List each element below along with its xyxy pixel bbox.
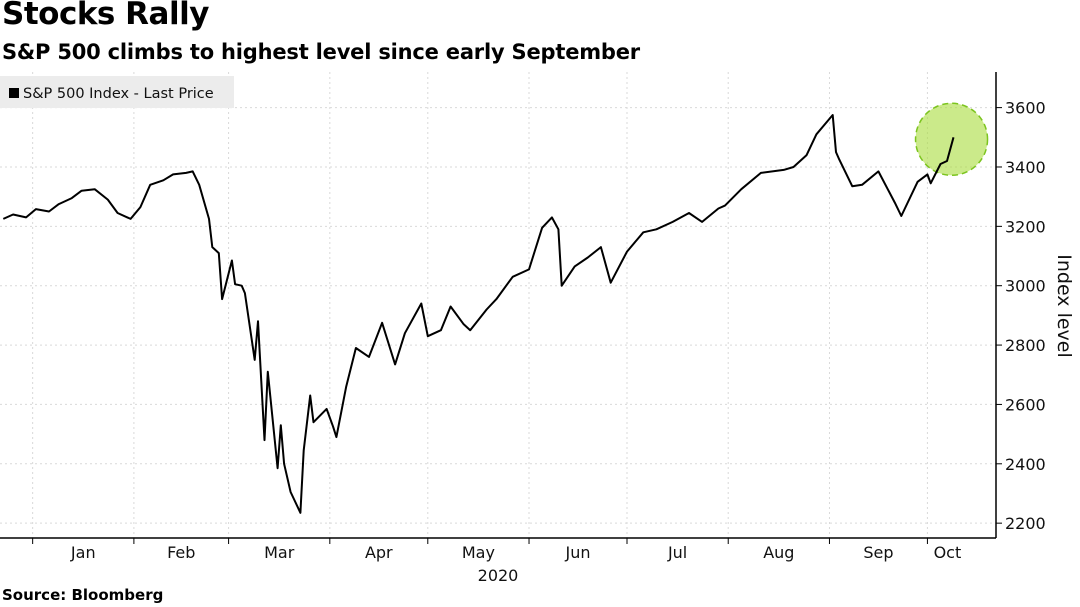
highlight-circle xyxy=(914,102,989,177)
x-tick-label: Jun xyxy=(565,543,591,562)
chart-subtitle: S&P 500 climbs to highest level since ea… xyxy=(2,40,640,64)
chart-title: Stocks Rally xyxy=(2,0,209,32)
y-tick-label: 2200 xyxy=(1005,514,1046,533)
y-axis-label: Index level xyxy=(1053,254,1075,358)
x-tick-label: Apr xyxy=(365,543,393,562)
y-tick-label: 2400 xyxy=(1005,455,1046,474)
legend: S&P 500 Index - Last Price xyxy=(0,76,234,108)
y-tick-label: 2800 xyxy=(1005,336,1046,355)
y-tick-label: 3200 xyxy=(1005,217,1046,236)
source-note: Source: Bloomberg xyxy=(2,586,164,604)
x-tick-label: Oct xyxy=(934,543,962,562)
y-tick-label: 3000 xyxy=(1005,277,1046,296)
axes: 2200 2400 2600 2800 3000 3200 3400 3600 Jan Feb Ma… xyxy=(0,72,1046,562)
x-tick-label: Jan xyxy=(70,543,96,562)
x-axis-year-label: 2020 xyxy=(478,566,519,585)
legend-swatch xyxy=(9,88,19,98)
y-tick-label: 3400 xyxy=(1005,158,1046,177)
highlight-layer xyxy=(914,102,989,177)
legend-box xyxy=(0,76,234,108)
legend-label: S&P 500 Index - Last Price xyxy=(23,86,214,102)
grid-lines xyxy=(0,72,996,538)
y-tick-label: 2600 xyxy=(1005,395,1046,414)
x-tick-label: Sep xyxy=(863,543,893,562)
x-tick-label: Aug xyxy=(763,543,794,562)
y-tick-label: 3600 xyxy=(1005,99,1046,118)
series-line xyxy=(2,114,955,514)
x-tick-label: Mar xyxy=(264,543,295,562)
x-tick-label: May xyxy=(462,543,495,562)
x-tick-label: Feb xyxy=(167,543,195,562)
x-tick-label: Jul xyxy=(667,543,687,562)
